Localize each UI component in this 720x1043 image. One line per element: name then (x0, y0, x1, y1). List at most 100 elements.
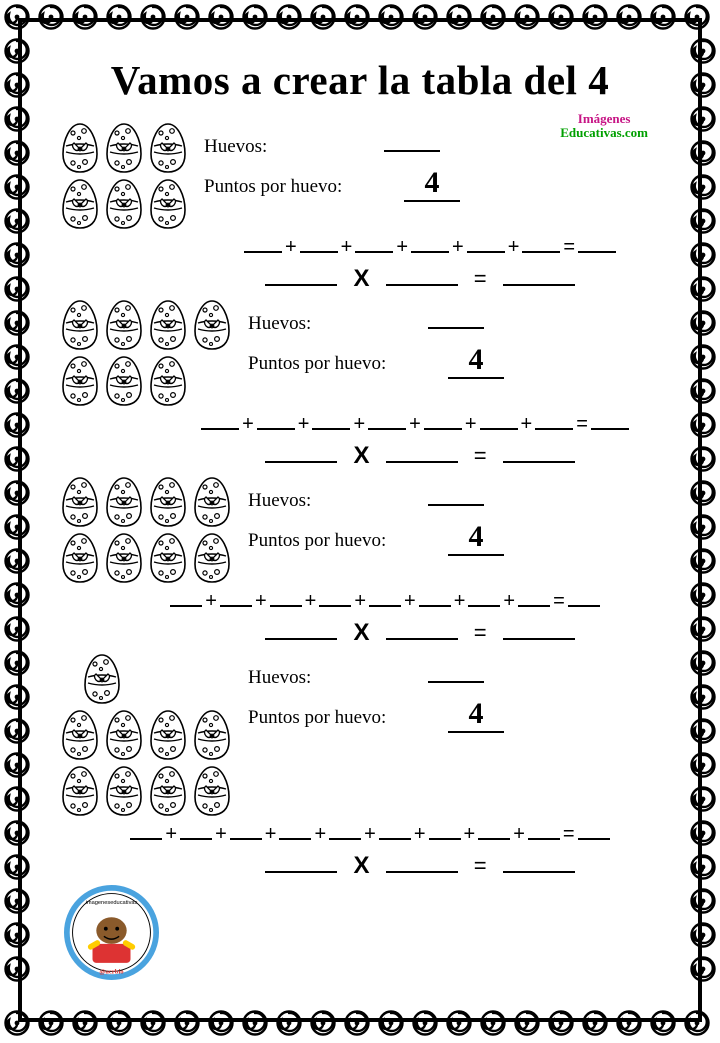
plus-sign: + (452, 236, 464, 258)
multiplication-line[interactable]: X = (180, 619, 660, 647)
blank-addend[interactable] (130, 824, 162, 840)
blank-addend[interactable] (429, 824, 461, 840)
plus-sign: + (503, 590, 515, 612)
blank-huevos[interactable] (428, 661, 484, 683)
blank-sum[interactable] (578, 824, 610, 840)
addition-line[interactable]: +++++++= (110, 590, 660, 613)
multiplication-line[interactable]: X = (180, 265, 660, 293)
blank-addend[interactable] (329, 824, 361, 840)
plus-sign: + (465, 413, 477, 435)
addition-line[interactable]: ++++++++= (80, 823, 660, 846)
blank-factor-2[interactable] (386, 855, 458, 873)
blank-addend[interactable] (368, 414, 406, 430)
blank-addend[interactable] (244, 237, 282, 253)
plus-sign: + (464, 823, 476, 845)
blank-addend[interactable] (300, 237, 338, 253)
label-huevos: Huevos: (248, 307, 660, 335)
blank-factor-1[interactable] (265, 622, 337, 640)
egg-icon (60, 355, 100, 407)
multiplication-line[interactable]: X = (180, 852, 660, 880)
problem-block: Huevos: Puntos por huevo: 4 ++++++++= X … (60, 653, 660, 880)
egg-row (60, 476, 232, 528)
blank-sum[interactable] (578, 237, 616, 253)
label-huevos-text: Huevos: (248, 490, 418, 512)
watermark-line2: Educativas.com (560, 126, 648, 140)
times-sign: X (353, 442, 369, 469)
blank-addend[interactable] (180, 824, 212, 840)
equals-sign: = (474, 266, 487, 291)
blank-factor-1[interactable] (265, 855, 337, 873)
egg-icon (60, 122, 100, 174)
problem-block: Huevos: Puntos por huevo: 4 ++++++= X = (60, 299, 660, 470)
answer-value: 4 (448, 522, 504, 556)
blank-factor-1[interactable] (265, 445, 337, 463)
blank-product[interactable] (503, 855, 575, 873)
answer-value: 4 (448, 345, 504, 379)
equals-sign: = (553, 590, 565, 612)
blank-product[interactable] (503, 268, 575, 286)
blank-factor-2[interactable] (386, 622, 458, 640)
blank-addend[interactable] (379, 824, 411, 840)
blank-huevos[interactable] (428, 307, 484, 329)
blank-addend[interactable] (424, 414, 462, 430)
plus-sign: + (414, 823, 426, 845)
addition-line[interactable]: ++++++= (170, 413, 660, 436)
blank-addend[interactable] (369, 591, 401, 607)
blank-product[interactable] (503, 445, 575, 463)
plus-sign: + (396, 236, 408, 258)
plus-sign: + (353, 413, 365, 435)
blank-addend[interactable] (467, 237, 505, 253)
plus-sign: + (242, 413, 254, 435)
blank-product[interactable] (503, 622, 575, 640)
egg-icon (192, 476, 232, 528)
egg-icon (192, 765, 232, 817)
blank-huevos[interactable] (384, 130, 440, 152)
blank-addend[interactable] (535, 414, 573, 430)
blank-sum[interactable] (568, 591, 600, 607)
egg-icon (104, 178, 144, 230)
blank-addend[interactable] (411, 237, 449, 253)
blank-addend[interactable] (257, 414, 295, 430)
watermark-line1: Imágenes (560, 112, 648, 126)
blank-addend[interactable] (522, 237, 560, 253)
blank-addend[interactable] (480, 414, 518, 430)
blank-addend[interactable] (478, 824, 510, 840)
plus-sign: + (364, 823, 376, 845)
problem-top-row: Huevos: Puntos por huevo: 4 (60, 299, 660, 407)
plus-sign: + (508, 236, 520, 258)
plus-sign: + (215, 823, 227, 845)
egg-icon (104, 355, 144, 407)
blank-factor-2[interactable] (386, 268, 458, 286)
worksheet-page: Vamos a crear la tabla del 4 Imágenes Ed… (0, 0, 720, 1040)
equals-sign: = (474, 853, 487, 878)
problem-block: Huevos: Puntos por huevo: 4 +++++++= X = (60, 476, 660, 647)
blank-addend[interactable] (270, 591, 302, 607)
addition-line[interactable]: +++++= (200, 236, 660, 259)
blank-huevos[interactable] (428, 484, 484, 506)
blank-addend[interactable] (279, 824, 311, 840)
label-puntos: Puntos por huevo: 4 (204, 168, 660, 202)
blank-addend[interactable] (468, 591, 500, 607)
blank-sum[interactable] (591, 414, 629, 430)
egg-row (60, 765, 232, 817)
blank-addend[interactable] (528, 824, 560, 840)
label-huevos-text: Huevos: (204, 136, 374, 158)
blank-factor-2[interactable] (386, 445, 458, 463)
blank-addend[interactable] (230, 824, 262, 840)
blank-addend[interactable] (170, 591, 202, 607)
blank-addend[interactable] (319, 591, 351, 607)
blank-addend[interactable] (220, 591, 252, 607)
blank-addend[interactable] (355, 237, 393, 253)
problem-top-row: Huevos: Puntos por huevo: 4 (60, 476, 660, 584)
label-puntos: Puntos por huevo: 4 (248, 345, 660, 379)
svg-text:@acrbio: @acrbio (99, 968, 124, 975)
blank-addend[interactable] (518, 591, 550, 607)
blank-addend[interactable] (312, 414, 350, 430)
blank-addend[interactable] (201, 414, 239, 430)
page-title: Vamos a crear la tabla del 4 (60, 56, 660, 104)
answer-value: 4 (448, 699, 504, 733)
multiplication-line[interactable]: X = (180, 442, 660, 470)
blank-factor-1[interactable] (265, 268, 337, 286)
blank-addend[interactable] (419, 591, 451, 607)
egg-group (60, 653, 232, 817)
